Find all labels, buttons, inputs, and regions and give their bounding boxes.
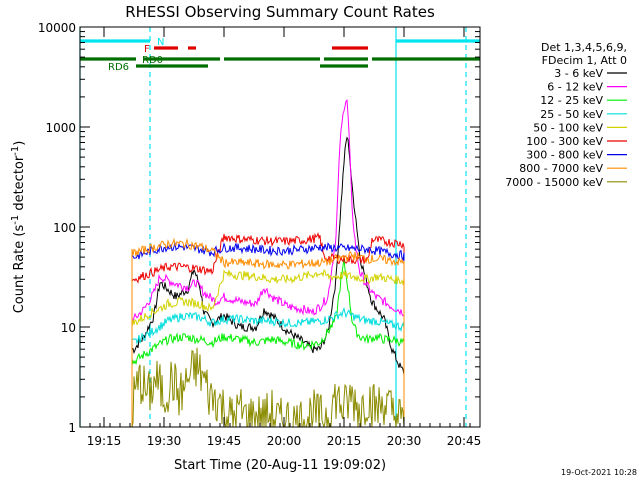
y-tick-label: 1000	[45, 121, 76, 135]
x-axis-label: Start Time (20-Aug-11 19:09:02)	[174, 458, 386, 473]
y-axis-label: Count Rate (s-1 detector-1)	[10, 141, 27, 314]
y-label-mid: detector	[12, 155, 27, 215]
legend: Det 1,3,4,5,6,9, FDecim 1, Att 0 3 - 6 k…	[505, 41, 627, 189]
y-tick-label: 10000	[38, 21, 76, 35]
y-tick-label: 10	[61, 321, 76, 335]
series-line-50-100-kev	[131, 269, 405, 427]
series-line-25-50-kev	[131, 307, 405, 427]
legend-label-25-50-kev: 25 - 50 keV	[540, 108, 603, 121]
status-bar-label-rd6: RD6	[108, 62, 129, 73]
y-label-end: )	[12, 141, 27, 146]
status-bar-label-n: N	[157, 37, 164, 48]
y-label-sup-1: -1	[10, 215, 21, 225]
legend-header-line-1: Det 1,3,4,5,6,9,	[541, 41, 627, 54]
status-bar-label-rd0: RD0	[142, 55, 163, 66]
x-tick-label: 20:45	[447, 434, 482, 448]
y-label-sup-2: -1	[10, 146, 21, 156]
legend-label-3-6-kev: 3 - 6 keV	[554, 67, 603, 80]
legend-label-6-12-kev: 6 - 12 keV	[547, 81, 603, 94]
x-tick-label: 19:30	[147, 434, 182, 448]
series-line-800-7000-kev	[131, 237, 405, 427]
series-line-300-800-kev	[131, 242, 405, 427]
legend-label-7000-15000-kev: 7000 - 15000 keV	[505, 176, 603, 189]
x-tick-label: 20:30	[387, 434, 422, 448]
y-label-main: Count Rate (s	[12, 225, 27, 314]
x-tick-label: 19:45	[207, 434, 242, 448]
x-axis: 19:15 19:30 19:45 20:00 20:15 20:30 20:45	[79, 27, 482, 448]
y-tick-label: 100	[53, 221, 76, 235]
timestamp: 19-Oct-2021 10:28	[561, 468, 637, 477]
series-layer	[131, 99, 405, 427]
x-tick-label: 20:00	[267, 434, 302, 448]
legend-label-100-300-kev: 100 - 300 keV	[526, 135, 603, 148]
chart-title: RHESSI Observing Summary Count Rates	[125, 3, 435, 21]
legend-header-line-2: FDecim 1, Att 0	[542, 54, 627, 67]
series-line-6-12-kev	[131, 99, 405, 427]
x-tick-label: 20:15	[327, 434, 362, 448]
y-axis: 1 10 100 1000 10000	[38, 21, 480, 435]
series-line-7000-15000-kev	[131, 347, 405, 427]
series-line-12-25-kev	[131, 257, 405, 427]
status-bar-label-f: F	[144, 44, 150, 55]
legend-label-300-800-kev: 300 - 800 keV	[526, 149, 603, 162]
legend-label-50-100-kev: 50 - 100 keV	[533, 121, 603, 134]
legend-label-800-7000-kev: 800 - 7000 keV	[519, 162, 603, 175]
legend-label-12-25-kev: 12 - 25 keV	[540, 94, 603, 107]
y-tick-label: 1	[68, 421, 76, 435]
x-tick-label: 19:15	[87, 434, 122, 448]
